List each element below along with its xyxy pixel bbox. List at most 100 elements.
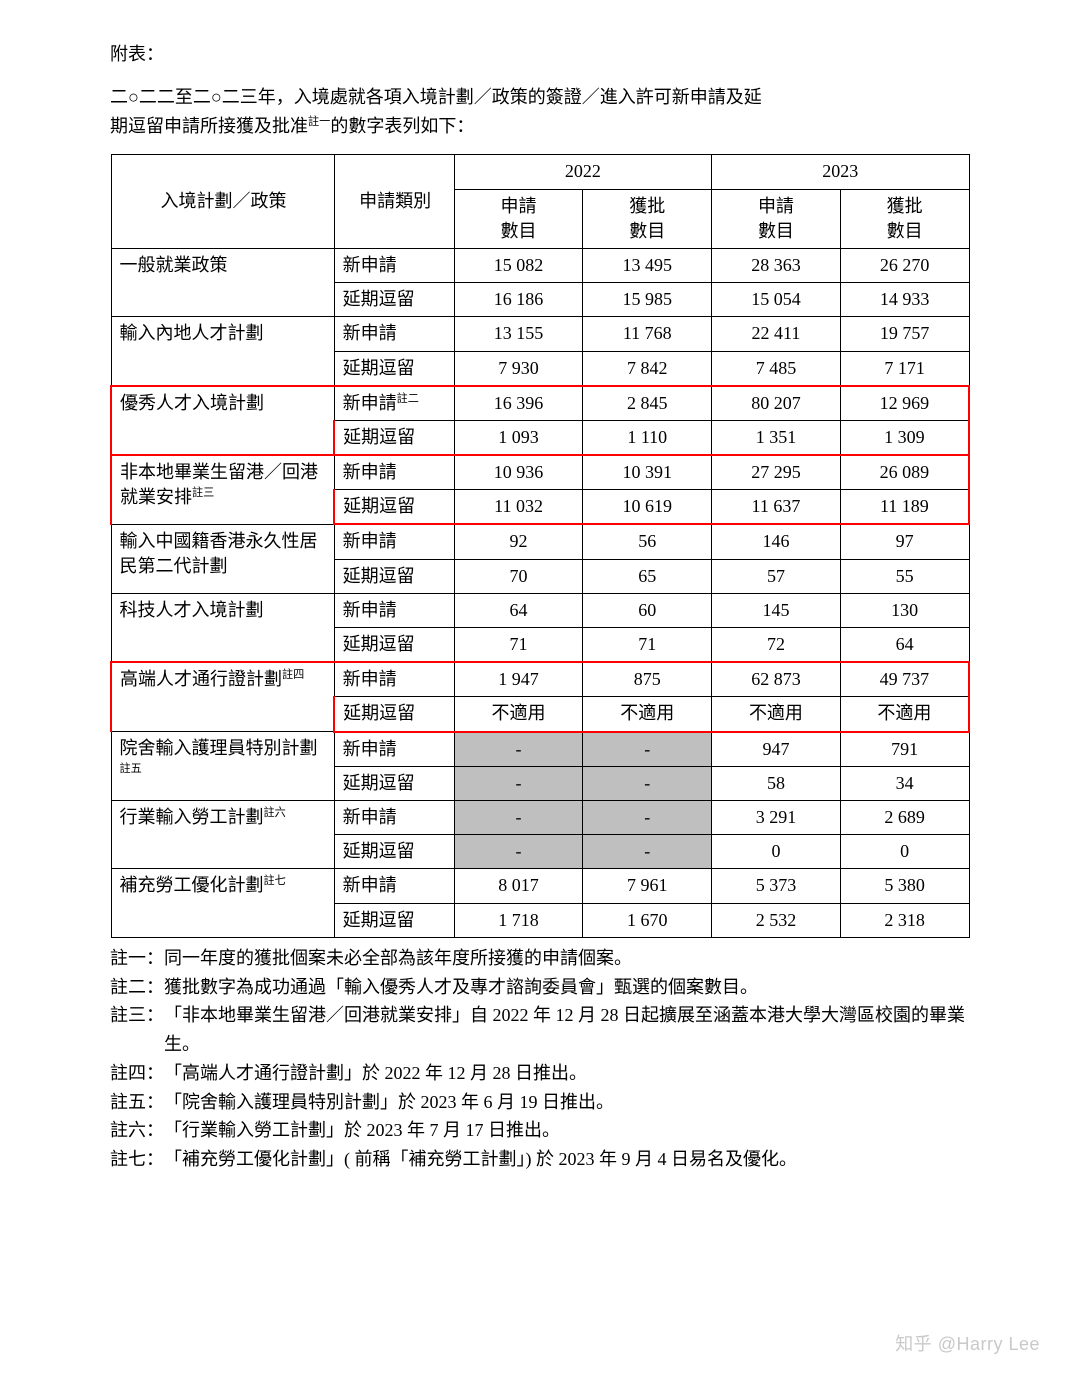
- num-cell: -: [583, 835, 712, 869]
- th-type: 申請類別: [334, 155, 454, 249]
- num-cell: 55: [840, 559, 969, 593]
- num-cell: 64: [454, 593, 583, 627]
- table-row: 補充勞工優化計劃註七新申請8 0177 9615 3735 380: [111, 869, 969, 903]
- note-label: 註二：: [110, 973, 164, 1002]
- num-cell: 80 207: [712, 386, 841, 421]
- num-cell: 22 411: [712, 317, 841, 351]
- num-cell: 7 485: [712, 351, 841, 386]
- note-line: 註二：獲批數字為成功通過「輸入優秀人才及專才諮詢委員會」甄選的個案數目。: [110, 973, 970, 1002]
- num-cell: 11 637: [712, 490, 841, 525]
- num-cell: 2 845: [583, 386, 712, 421]
- num-cell: 7 171: [840, 351, 969, 386]
- type-cell: 新申請: [334, 732, 454, 767]
- num-cell: 1 670: [583, 903, 712, 937]
- note-text: 「補充勞工優化計劃」( 前稱「補充勞工計劃」) 於 2023 年 9 月 4 日…: [164, 1145, 970, 1174]
- num-cell: 70: [454, 559, 583, 593]
- note-line: 註四：「高端人才通行證計劃」於 2022 年 12 月 28 日推出。: [110, 1059, 970, 1088]
- table-row: 優秀人才入境計劃新申請註二16 3962 84580 20712 969: [111, 386, 969, 421]
- type-cell: 延期逗留: [334, 835, 454, 869]
- note-label: 註六：: [110, 1116, 164, 1145]
- num-cell: 26 089: [840, 455, 969, 490]
- note-line: 註一：同一年度的獲批個案未必全部為該年度所接獲的申請個案。: [110, 944, 970, 973]
- num-cell: 92: [454, 524, 583, 559]
- type-cell: 延期逗留: [334, 903, 454, 937]
- policy-cell: 一般就業政策: [111, 248, 334, 316]
- num-cell: -: [454, 835, 583, 869]
- type-cell: 延期逗留: [334, 490, 454, 525]
- num-cell: 3 291: [712, 800, 841, 834]
- num-cell: 58: [712, 766, 841, 800]
- note-text: 「高端人才通行證計劃」於 2022 年 12 月 28 日推出。: [164, 1059, 970, 1088]
- note-label: 註三：: [110, 1001, 164, 1059]
- table-row: 高端人才通行證計劃註四新申請1 94787562 87349 737: [111, 662, 969, 697]
- num-cell: 64: [840, 628, 969, 663]
- num-cell: -: [583, 800, 712, 834]
- num-cell: 72: [712, 628, 841, 663]
- num-cell: 2 318: [840, 903, 969, 937]
- num-cell: 71: [454, 628, 583, 663]
- th-2022-grant: 獲批數目: [583, 189, 712, 248]
- num-cell: 13 495: [583, 248, 712, 282]
- num-cell: 1 110: [583, 420, 712, 455]
- num-cell: 49 737: [840, 662, 969, 697]
- note-text: 「非本地畢業生留港／回港就業安排」自 2022 年 12 月 28 日起擴展至涵…: [164, 1001, 970, 1059]
- note-text: 「院舍輸入護理員特別計劃」於 2023 年 6 月 19 日推出。: [164, 1088, 970, 1117]
- num-cell: 8 017: [454, 869, 583, 903]
- num-cell: 1 947: [454, 662, 583, 697]
- num-cell: 不適用: [454, 697, 583, 732]
- num-cell: -: [454, 732, 583, 767]
- intro-line1: 二○二二至二○二三年，入境處就各項入境計劃／政策的簽證／進入許可新申請及延: [110, 87, 762, 107]
- note-text: 獲批數字為成功通過「輸入優秀人才及專才諮詢委員會」甄選的個案數目。: [164, 973, 970, 1002]
- note-label: 註一：: [110, 944, 164, 973]
- intro-paragraph: 二○二二至二○二三年，入境處就各項入境計劃／政策的簽證／進入許可新申請及延 期逗…: [110, 83, 970, 141]
- note-text: 同一年度的獲批個案未必全部為該年度所接獲的申請個案。: [164, 944, 970, 973]
- num-cell: 145: [712, 593, 841, 627]
- type-cell: 延期逗留: [334, 559, 454, 593]
- num-cell: 7 842: [583, 351, 712, 386]
- num-cell: 11 768: [583, 317, 712, 351]
- num-cell: 10 936: [454, 455, 583, 490]
- num-cell: 2 532: [712, 903, 841, 937]
- policy-cell: 補充勞工優化計劃註七: [111, 869, 334, 937]
- num-cell: 1 351: [712, 420, 841, 455]
- num-cell: 947: [712, 732, 841, 767]
- num-cell: 13 155: [454, 317, 583, 351]
- th-2023-apply: 申請數目: [712, 189, 841, 248]
- num-cell: 130: [840, 593, 969, 627]
- type-cell: 新申請: [334, 248, 454, 282]
- stats-table: 入境計劃／政策 申請類別 2022 2023 申請數目 獲批數目 申請數目 獲批…: [110, 154, 970, 937]
- note-label: 註七：: [110, 1145, 164, 1174]
- num-cell: 28 363: [712, 248, 841, 282]
- num-cell: 60: [583, 593, 712, 627]
- num-cell: 875: [583, 662, 712, 697]
- num-cell: 27 295: [712, 455, 841, 490]
- num-cell: 1 718: [454, 903, 583, 937]
- table-row: 院舍輸入護理員特別計劃註五新申請--947791: [111, 732, 969, 767]
- num-cell: 7 930: [454, 351, 583, 386]
- num-cell: 62 873: [712, 662, 841, 697]
- type-cell: 延期逗留: [334, 628, 454, 663]
- type-cell: 新申請: [334, 455, 454, 490]
- num-cell: 146: [712, 524, 841, 559]
- policy-cell: 高端人才通行證計劃註四: [111, 662, 334, 731]
- appendix-label: 附表：: [110, 40, 970, 69]
- table-row: 輸入中國籍香港永久性居民第二代計劃新申請925614697: [111, 524, 969, 559]
- type-cell: 延期逗留: [334, 351, 454, 386]
- type-cell: 新申請: [334, 317, 454, 351]
- num-cell: 7 961: [583, 869, 712, 903]
- table-body: 一般就業政策新申請15 08213 49528 36326 270延期逗留16 …: [111, 248, 969, 937]
- num-cell: 791: [840, 732, 969, 767]
- num-cell: 不適用: [583, 697, 712, 732]
- num-cell: -: [583, 766, 712, 800]
- num-cell: 10 391: [583, 455, 712, 490]
- table-row: 非本地畢業生留港／回港就業安排註三新申請10 93610 39127 29526…: [111, 455, 969, 490]
- num-cell: 26 270: [840, 248, 969, 282]
- num-cell: 12 969: [840, 386, 969, 421]
- intro-line2a: 期逗留申請所接獲及批准: [110, 116, 308, 136]
- table-row: 科技人才入境計劃新申請6460145130: [111, 593, 969, 627]
- num-cell: 71: [583, 628, 712, 663]
- policy-cell: 行業輸入勞工計劃註六: [111, 800, 334, 868]
- num-cell: -: [454, 800, 583, 834]
- notes-block: 註一：同一年度的獲批個案未必全部為該年度所接獲的申請個案。註二：獲批數字為成功通…: [110, 944, 970, 1174]
- num-cell: 57: [712, 559, 841, 593]
